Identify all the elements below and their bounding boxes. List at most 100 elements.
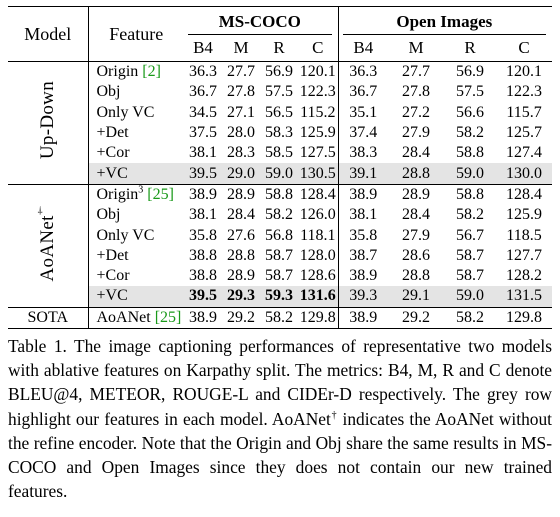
value-cell: 128.4 [298, 183, 339, 206]
value-cell: 38.3 [349, 144, 378, 162]
feature-name: +Det [96, 124, 129, 142]
feature-name: Obj [96, 206, 121, 224]
value-cell: 39.1 [338, 163, 389, 185]
data-row: +Det 37.5 28.0 58.3 125.9 37.4 27.9 58.2 125.7 [8, 122, 552, 144]
value-cell: 37.4 [349, 124, 378, 142]
value-cell: 56.9 [260, 61, 298, 83]
value-cell: 129.8 [496, 306, 553, 329]
feature-cell: Origin3 [25] [88, 183, 184, 206]
value-cell: 130.5 [298, 163, 339, 185]
feature-name: +Cor [96, 267, 130, 285]
value-cell: 28.6 [402, 246, 431, 264]
value-cell: 29.2 [388, 306, 445, 329]
value-cell: 120.1 [496, 61, 553, 83]
metric-header: C [518, 38, 530, 57]
caption: Table 1. The image captioning performanc… [8, 334, 552, 503]
value-cell: 37.5 [189, 124, 217, 142]
feature-cell: +Cor [88, 266, 184, 286]
value-cell: 127.7 [506, 246, 543, 264]
value-cell: 58.3 [265, 124, 293, 142]
model-name: AoANet [36, 215, 58, 282]
data-row: Obj 38.1 28.4 58.2 126.0 38.1 28.4 58.2 125.9 [8, 205, 552, 226]
value-cell: 35.1 [349, 103, 378, 121]
data-row: Only VC 35.8 27.6 56.8 118.1 35.8 27.9 56.7 118.… [8, 225, 552, 246]
metric-header: M [233, 38, 249, 57]
value-cell: 38.8 [189, 267, 217, 285]
feature-name: AoANet [96, 308, 151, 326]
value-cell: 28.3 [227, 144, 255, 162]
feature-name: +Det [96, 246, 129, 264]
caption-mark: † [330, 409, 338, 421]
value-cell: 126.0 [298, 205, 339, 226]
value-cell: 58.8 [260, 183, 298, 206]
value-cell: 27.7 [388, 61, 445, 83]
value-cell: 125.7 [506, 124, 543, 142]
results-table: Model Feature MS-COCO Open Images B4 M R C B4 M R C… [8, 6, 553, 329]
value-cell: 36.3 [184, 61, 222, 83]
metric-header: R [464, 38, 476, 57]
feature-cell: +Det [88, 246, 184, 266]
value-cell: 28.8 [388, 163, 445, 185]
value-cell: 118.5 [506, 226, 542, 244]
value-cell: 38.9 [349, 267, 378, 285]
value-cell: 38.1 [349, 206, 378, 224]
value-cell: 58.7 [265, 267, 293, 285]
value-cell: 27.6 [227, 226, 255, 244]
feature-name: Origin [96, 63, 139, 81]
value-cell: 28.0 [227, 124, 255, 142]
value-cell: 27.9 [402, 226, 431, 244]
value-cell: 29.2 [222, 306, 260, 329]
value-cell: 28.9 [222, 183, 260, 206]
header-row: B4 M R C B4 M R C [8, 35, 552, 62]
value-cell: 56.7 [456, 226, 485, 244]
value-cell: 59.0 [444, 286, 497, 308]
value-cell: 59.0 [260, 163, 298, 185]
value-cell: 130.0 [496, 163, 553, 185]
data-row: Up-Down Origin [2] 36.3 27.7 56.9 120.1 36.3 27… [8, 61, 553, 185]
value-cell: 58.2 [444, 306, 497, 329]
value-cell: 27.1 [227, 103, 255, 121]
model-label: Up-Down [36, 80, 58, 159]
value-cell: 58.7 [456, 246, 485, 264]
metric-header: B4 [353, 38, 374, 57]
metric-header: B4 [193, 38, 213, 57]
value-cell: 57.5 [265, 83, 293, 101]
value-cell: 35.8 [349, 226, 378, 244]
value-cell: 35.8 [189, 226, 217, 244]
model-header: Model [8, 6, 89, 62]
value-cell: 120.1 [298, 61, 339, 83]
value-cell: 115.7 [506, 103, 542, 121]
footnote-mark: 3 [138, 184, 144, 196]
value-cell: 36.7 [349, 83, 378, 101]
citation: [2] [142, 63, 161, 81]
value-cell: 58.7 [265, 246, 293, 264]
metric-header: M [408, 38, 424, 57]
value-cell: 36.7 [189, 83, 217, 101]
model-name: Up-Down [36, 80, 58, 159]
data-row: AoANet† Origin3 [25] 38.9 28.9 58.8 128.4 38.9… [8, 183, 553, 308]
feature-cell: Only VC [88, 103, 184, 123]
value-cell: 59.3 [260, 286, 298, 308]
value-cell: 127.5 [298, 143, 339, 164]
value-cell: 131.6 [298, 286, 339, 308]
feature-cell: Only VC [88, 225, 184, 245]
metric-header: C [298, 35, 339, 62]
data-row: +VC 39.5 29.3 59.3 131.6 39.3 29.1 59.0 131.5 [8, 286, 553, 308]
feature-cell: +Cor [88, 143, 184, 163]
value-cell: 29.3 [222, 286, 260, 308]
value-cell: 28.4 [402, 144, 431, 162]
value-cell: 38.9 [338, 183, 389, 206]
feature-cell: +Det [88, 123, 184, 143]
citation: [25] [154, 308, 182, 326]
group-header: Open Images [338, 7, 552, 35]
value-cell: 38.1 [189, 144, 217, 162]
feature-name: +Cor [96, 144, 130, 162]
value-cell: 122.3 [506, 83, 543, 101]
feature-cell: Obj [88, 82, 184, 102]
value-cell: 38.8 [189, 246, 217, 264]
value-cell: 59.0 [444, 163, 497, 185]
feature-name: +VC [96, 164, 128, 182]
value-cell: 38.9 [184, 306, 222, 329]
citation: [25] [147, 185, 174, 203]
data-row: +VC 39.5 29.0 59.0 130.5 39.1 28.8 59.0 130.0 [8, 163, 553, 185]
